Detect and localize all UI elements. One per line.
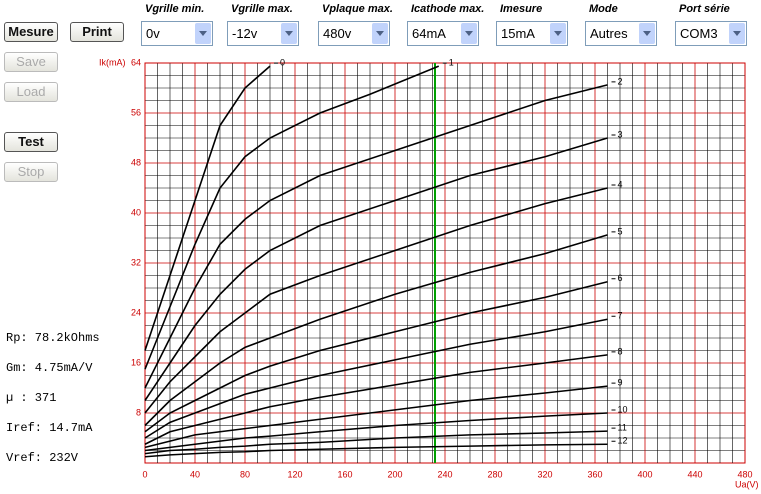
curve xyxy=(144,234,608,427)
print-button[interactable]: Print xyxy=(70,22,124,42)
dropdown-label: Vplaque max. xyxy=(322,3,393,15)
dropdown-arrow[interactable] xyxy=(281,23,297,44)
curve xyxy=(144,430,608,455)
y-tick-label: 48 xyxy=(131,157,141,167)
curve xyxy=(144,385,608,449)
x-axis-label: Ua(V) xyxy=(735,479,759,489)
x-tick-label: 360 xyxy=(587,469,602,479)
curve-label: 4 xyxy=(618,179,623,189)
x-tick-label: 120 xyxy=(287,469,302,479)
dropdown[interactable]: 0v xyxy=(141,21,213,46)
y-tick-label: 32 xyxy=(131,257,141,267)
curve-label: 11 xyxy=(618,423,627,433)
dropdown-arrow[interactable] xyxy=(639,23,655,44)
dropdown[interactable]: 64mA xyxy=(407,21,479,46)
dropdown-value: 64mA xyxy=(412,26,446,41)
stop-button: Stop xyxy=(4,162,58,182)
dropdown-label: Port série xyxy=(679,3,730,15)
x-tick-label: 80 xyxy=(240,469,250,479)
x-tick-label: 0 xyxy=(142,469,147,479)
x-tick-label: 40 xyxy=(190,469,200,479)
curve-label: 12 xyxy=(618,436,628,446)
mesure-button[interactable]: Mesure xyxy=(4,22,58,42)
dropdown[interactable]: -12v xyxy=(227,21,299,46)
dropdown-value: 480v xyxy=(323,26,352,41)
dropdown-label: Icathode max. xyxy=(411,3,485,15)
dropdown-arrow[interactable] xyxy=(550,23,566,44)
curve xyxy=(144,280,608,433)
curve xyxy=(144,318,608,439)
y-axis-label: Ik(mA) xyxy=(99,57,126,67)
x-tick-label: 280 xyxy=(487,469,502,479)
y-tick-label: 8 xyxy=(136,407,141,417)
x-tick-label: 440 xyxy=(687,469,702,479)
curve xyxy=(144,354,608,445)
curve xyxy=(144,65,271,351)
curve xyxy=(144,187,608,414)
dropdown[interactable]: 15mA xyxy=(496,21,568,46)
dropdown-value: 15mA xyxy=(501,26,535,41)
x-tick-label: 160 xyxy=(337,469,352,479)
stat-line: Vref: 232V xyxy=(6,451,79,465)
load-button: Load xyxy=(4,82,58,102)
curve-label: 6 xyxy=(618,273,623,283)
dropdown-value: 0v xyxy=(146,26,160,41)
dropdown-label: Vgrille max. xyxy=(231,3,293,15)
curve-label: 1 xyxy=(449,58,454,68)
curve xyxy=(144,443,608,458)
dropdown-arrow[interactable] xyxy=(729,23,745,44)
stat-line: Gm: 4.75mA/V xyxy=(6,361,93,375)
y-tick-label: 24 xyxy=(131,307,141,317)
dropdown[interactable]: 480v xyxy=(318,21,390,46)
y-tick-label: 40 xyxy=(131,207,141,217)
curve xyxy=(144,84,608,389)
curve-label: 2 xyxy=(618,76,623,86)
dropdown-arrow[interactable] xyxy=(195,23,211,44)
dropdown-arrow[interactable] xyxy=(461,23,477,44)
x-tick-label: 200 xyxy=(387,469,402,479)
dropdown-value: -12v xyxy=(232,26,258,41)
stat-line: Iref: 14.7mA xyxy=(6,421,93,435)
curve-label: 0 xyxy=(280,58,285,68)
dropdown-value: COM3 xyxy=(680,26,718,41)
dropdown[interactable]: COM3 xyxy=(675,21,747,46)
y-tick-label: 56 xyxy=(131,107,141,117)
dropdown-arrow[interactable] xyxy=(372,23,388,44)
curve-label: 10 xyxy=(618,404,628,414)
y-tick-label: 16 xyxy=(131,357,141,367)
curve-label: 8 xyxy=(618,346,623,356)
x-tick-label: 320 xyxy=(537,469,552,479)
dropdown-label: Imesure xyxy=(500,3,543,15)
x-tick-label: 480 xyxy=(737,469,752,479)
dropdown-label: Vgrille min. xyxy=(145,3,205,15)
curve-label: 9 xyxy=(618,378,623,388)
dropdown-value: Autres xyxy=(590,26,628,41)
curve xyxy=(144,65,440,370)
dropdown[interactable]: Autres xyxy=(585,21,657,46)
x-tick-label: 400 xyxy=(637,469,652,479)
stat-line: Rp: 78.2kOhms xyxy=(6,331,100,345)
stat-line: µ : 371 xyxy=(6,391,57,405)
y-tick-label: 64 xyxy=(131,57,141,67)
x-tick-label: 240 xyxy=(437,469,452,479)
test-button[interactable]: Test xyxy=(4,132,58,152)
save-button: Save xyxy=(4,52,58,72)
curve-label: 5 xyxy=(618,226,623,236)
dropdown-label: Mode xyxy=(589,3,618,15)
curve-label: 7 xyxy=(618,311,623,321)
curve xyxy=(144,412,608,452)
curve-label: 3 xyxy=(618,129,623,139)
curve xyxy=(144,137,608,401)
